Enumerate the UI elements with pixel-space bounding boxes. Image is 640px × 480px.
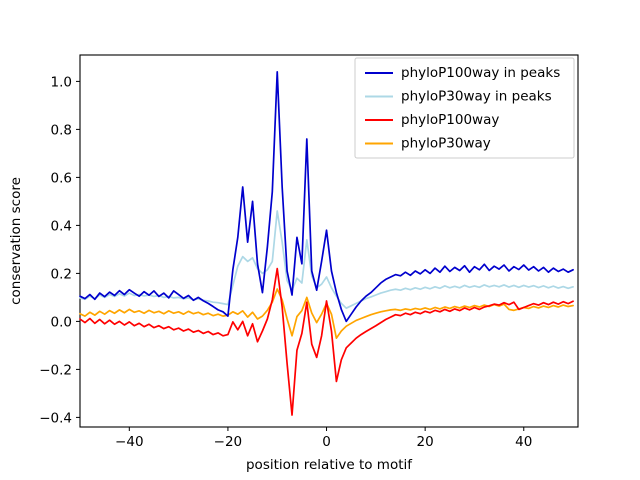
legend-label-2[interactable]: phyloP100way: [401, 112, 499, 128]
x-tick-label: 40: [515, 434, 532, 450]
data-series-group: [79, 70, 574, 416]
y-axis-label: conservation score: [8, 177, 24, 305]
x-tick-label: 0: [322, 434, 331, 450]
plot-border: [79, 54, 579, 428]
x-tick-label: −20: [214, 434, 243, 450]
y-tick-label: −0.2: [39, 362, 72, 378]
chart-legend[interactable]: phyloP100way in peaks phyloP30way in peak…: [354, 57, 575, 159]
y-tick-label: 0.6: [51, 170, 72, 186]
series-line-phylop100way: [79, 267, 574, 416]
legend-label-0[interactable]: phyloP100way in peaks: [401, 65, 560, 81]
x-tick-label: 20: [417, 434, 434, 450]
x-axis-ticks: −40 −20 0 20 40: [115, 427, 532, 450]
legend-label-3[interactable]: phyloP30way: [401, 136, 491, 152]
y-tick-label: 0.0: [51, 314, 72, 330]
x-tick-label: −40: [115, 434, 144, 450]
x-axis-label: position relative to motif: [246, 457, 413, 473]
y-tick-label: 0.4: [51, 218, 72, 234]
y-tick-label: 1.0: [51, 74, 72, 90]
axes-frame: [79, 54, 579, 428]
y-tick-label: 0.8: [51, 122, 72, 138]
series-line-phylop30way-in-peaks: [79, 210, 574, 310]
legend-label-1[interactable]: phyloP30way in peaks: [401, 89, 552, 105]
y-tick-label: −0.4: [39, 410, 72, 426]
y-tick-label: 0.2: [51, 266, 72, 282]
y-axis-ticks: −0.4 −0.2 0.0 0.2 0.4 0.6 0.8 1.0: [39, 74, 80, 426]
legend-background: [354, 57, 575, 159]
series-line-phylop100way-in-peaks: [79, 70, 574, 323]
